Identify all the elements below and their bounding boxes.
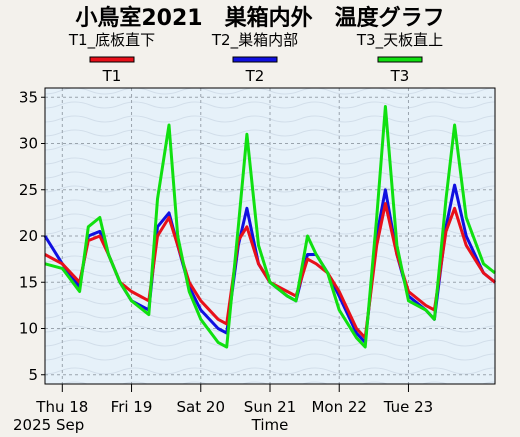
x-tick-label: Fri 19 [111,398,153,416]
series-line-t3 [44,105,496,349]
legend-key-t1: T1 [102,67,122,85]
x-tick-label: Sun 21 [244,398,296,416]
y-tick-label: 10 [19,320,38,338]
legend-swatch-t2 [232,56,278,63]
legend-key-t3: T3 [390,67,410,85]
legend-header-t1: T1_底板直下 [68,31,155,50]
series-layer [43,105,496,349]
y-tick-label: 30 [19,135,38,153]
legend-key-t2: T2 [245,67,265,85]
axes: 5 10 15 20 25 30 35 Thu 18 Fri 19 Sat 20 Sun 21 Mon… [19,87,496,416]
y-tick-label: 20 [19,227,38,245]
x-tick-label: Thu 18 [35,398,88,416]
y-tick-label: 5 [28,366,38,384]
legend-swatch-t1 [89,56,135,63]
y-tick-label: 35 [19,88,38,106]
chart-title: 小鳥室2021 巣箱内外 温度グラフ [75,5,444,31]
legend-header-t2: T2_巣箱内部 [211,31,298,50]
x-axis-label: Time [251,416,289,433]
plot-frame [44,87,496,385]
grid [45,88,495,384]
x-tick-label: Mon 22 [311,398,366,416]
x-tick-label: Sat 20 [177,398,225,416]
y-tick-label: 25 [19,181,38,199]
legend-header-t3: T3_天板直上 [356,31,443,50]
y-tick-label: 15 [19,273,38,291]
legend: T1_底板直下 T1 T2_巣箱内部 T2 T3_天板直上 T3 [68,31,443,85]
x-tick-label: Tue 23 [383,398,433,416]
date-label: 2025 Sep [13,416,84,433]
legend-swatch-t3 [377,56,423,63]
